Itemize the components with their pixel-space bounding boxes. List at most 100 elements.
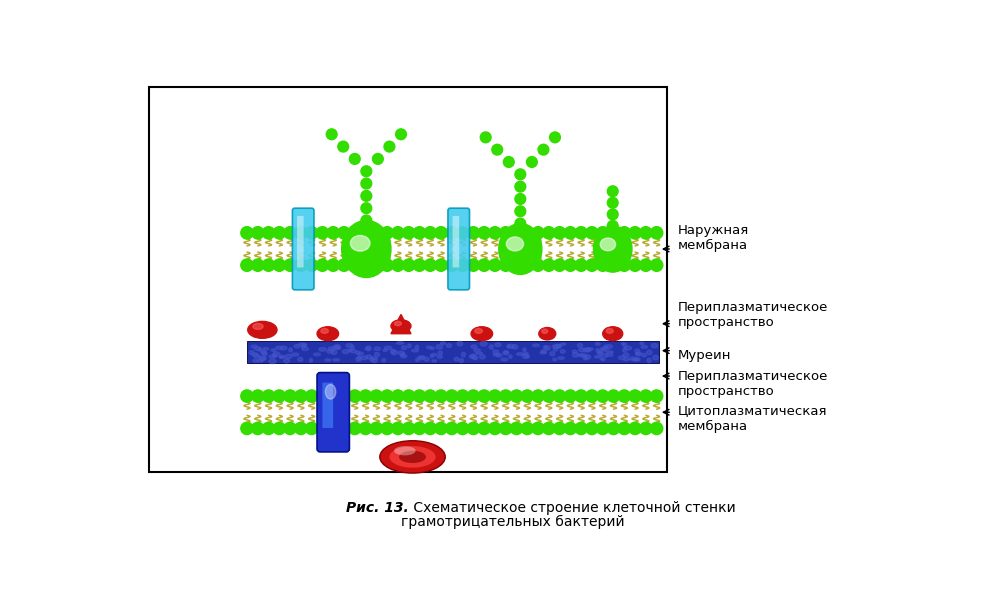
Ellipse shape <box>471 345 476 348</box>
Ellipse shape <box>418 356 425 359</box>
Ellipse shape <box>389 446 435 468</box>
Ellipse shape <box>348 422 361 435</box>
Ellipse shape <box>532 259 545 271</box>
Ellipse shape <box>337 226 350 239</box>
Ellipse shape <box>413 422 425 435</box>
Ellipse shape <box>640 259 652 271</box>
Ellipse shape <box>489 345 493 349</box>
Ellipse shape <box>262 390 274 402</box>
Ellipse shape <box>554 226 566 239</box>
Ellipse shape <box>515 218 526 229</box>
Ellipse shape <box>361 190 371 201</box>
Ellipse shape <box>328 347 334 351</box>
Ellipse shape <box>517 353 524 356</box>
Ellipse shape <box>573 350 577 353</box>
Ellipse shape <box>454 357 458 361</box>
Ellipse shape <box>430 354 433 358</box>
Ellipse shape <box>488 259 502 271</box>
Ellipse shape <box>284 259 296 271</box>
Ellipse shape <box>348 226 361 239</box>
Polygon shape <box>391 315 411 334</box>
Ellipse shape <box>504 351 509 355</box>
Ellipse shape <box>379 441 445 473</box>
Ellipse shape <box>640 226 652 239</box>
Ellipse shape <box>371 357 377 360</box>
Ellipse shape <box>384 346 391 349</box>
Ellipse shape <box>299 343 306 346</box>
Ellipse shape <box>253 359 258 362</box>
Ellipse shape <box>502 358 508 361</box>
Ellipse shape <box>318 348 326 351</box>
Ellipse shape <box>284 390 296 402</box>
Ellipse shape <box>596 342 601 345</box>
Ellipse shape <box>557 345 561 348</box>
Ellipse shape <box>370 357 373 361</box>
Ellipse shape <box>302 344 306 347</box>
Ellipse shape <box>575 259 588 271</box>
Ellipse shape <box>573 353 579 357</box>
Ellipse shape <box>541 351 547 354</box>
Ellipse shape <box>575 422 588 435</box>
Ellipse shape <box>587 348 594 351</box>
Ellipse shape <box>474 329 482 334</box>
Ellipse shape <box>597 422 609 435</box>
Ellipse shape <box>337 390 350 402</box>
Ellipse shape <box>456 259 468 271</box>
FancyBboxPatch shape <box>292 208 314 290</box>
Ellipse shape <box>348 390 361 402</box>
Ellipse shape <box>348 349 352 351</box>
Ellipse shape <box>305 390 318 402</box>
Ellipse shape <box>273 422 285 435</box>
Ellipse shape <box>632 358 638 361</box>
Ellipse shape <box>271 349 275 351</box>
Ellipse shape <box>637 358 641 361</box>
Ellipse shape <box>651 422 663 435</box>
Ellipse shape <box>355 357 361 361</box>
Ellipse shape <box>424 259 436 271</box>
Ellipse shape <box>596 348 600 353</box>
Ellipse shape <box>432 360 436 362</box>
Ellipse shape <box>600 356 604 360</box>
Ellipse shape <box>456 390 468 402</box>
Text: Рис. 13.: Рис. 13. <box>346 501 408 515</box>
Ellipse shape <box>584 348 591 352</box>
Ellipse shape <box>302 347 308 351</box>
Ellipse shape <box>651 226 663 239</box>
Ellipse shape <box>262 226 274 239</box>
Ellipse shape <box>511 390 523 402</box>
Ellipse shape <box>532 422 545 435</box>
Ellipse shape <box>350 346 354 349</box>
Ellipse shape <box>262 259 274 271</box>
Ellipse shape <box>543 226 555 239</box>
Ellipse shape <box>602 358 606 360</box>
Ellipse shape <box>400 353 405 356</box>
Ellipse shape <box>554 259 566 271</box>
Ellipse shape <box>341 220 391 277</box>
Ellipse shape <box>260 357 265 360</box>
Ellipse shape <box>251 390 264 402</box>
Ellipse shape <box>456 226 468 239</box>
Ellipse shape <box>391 390 404 402</box>
Ellipse shape <box>478 226 490 239</box>
Ellipse shape <box>284 422 296 435</box>
Ellipse shape <box>523 354 529 359</box>
Ellipse shape <box>647 358 651 363</box>
Ellipse shape <box>601 238 616 251</box>
Ellipse shape <box>461 353 465 357</box>
Ellipse shape <box>305 422 318 435</box>
Ellipse shape <box>294 259 307 271</box>
Ellipse shape <box>475 352 482 354</box>
Text: Цитоплазматическая
мембрана: Цитоплазматическая мембрана <box>679 405 828 433</box>
Ellipse shape <box>504 157 515 167</box>
Ellipse shape <box>275 346 282 349</box>
Ellipse shape <box>337 347 340 349</box>
Ellipse shape <box>543 259 555 271</box>
Ellipse shape <box>526 355 530 358</box>
Ellipse shape <box>597 259 609 271</box>
Ellipse shape <box>279 356 285 359</box>
Ellipse shape <box>472 356 477 360</box>
Ellipse shape <box>513 345 518 349</box>
Ellipse shape <box>647 350 652 355</box>
Ellipse shape <box>608 422 620 435</box>
Ellipse shape <box>241 390 253 402</box>
